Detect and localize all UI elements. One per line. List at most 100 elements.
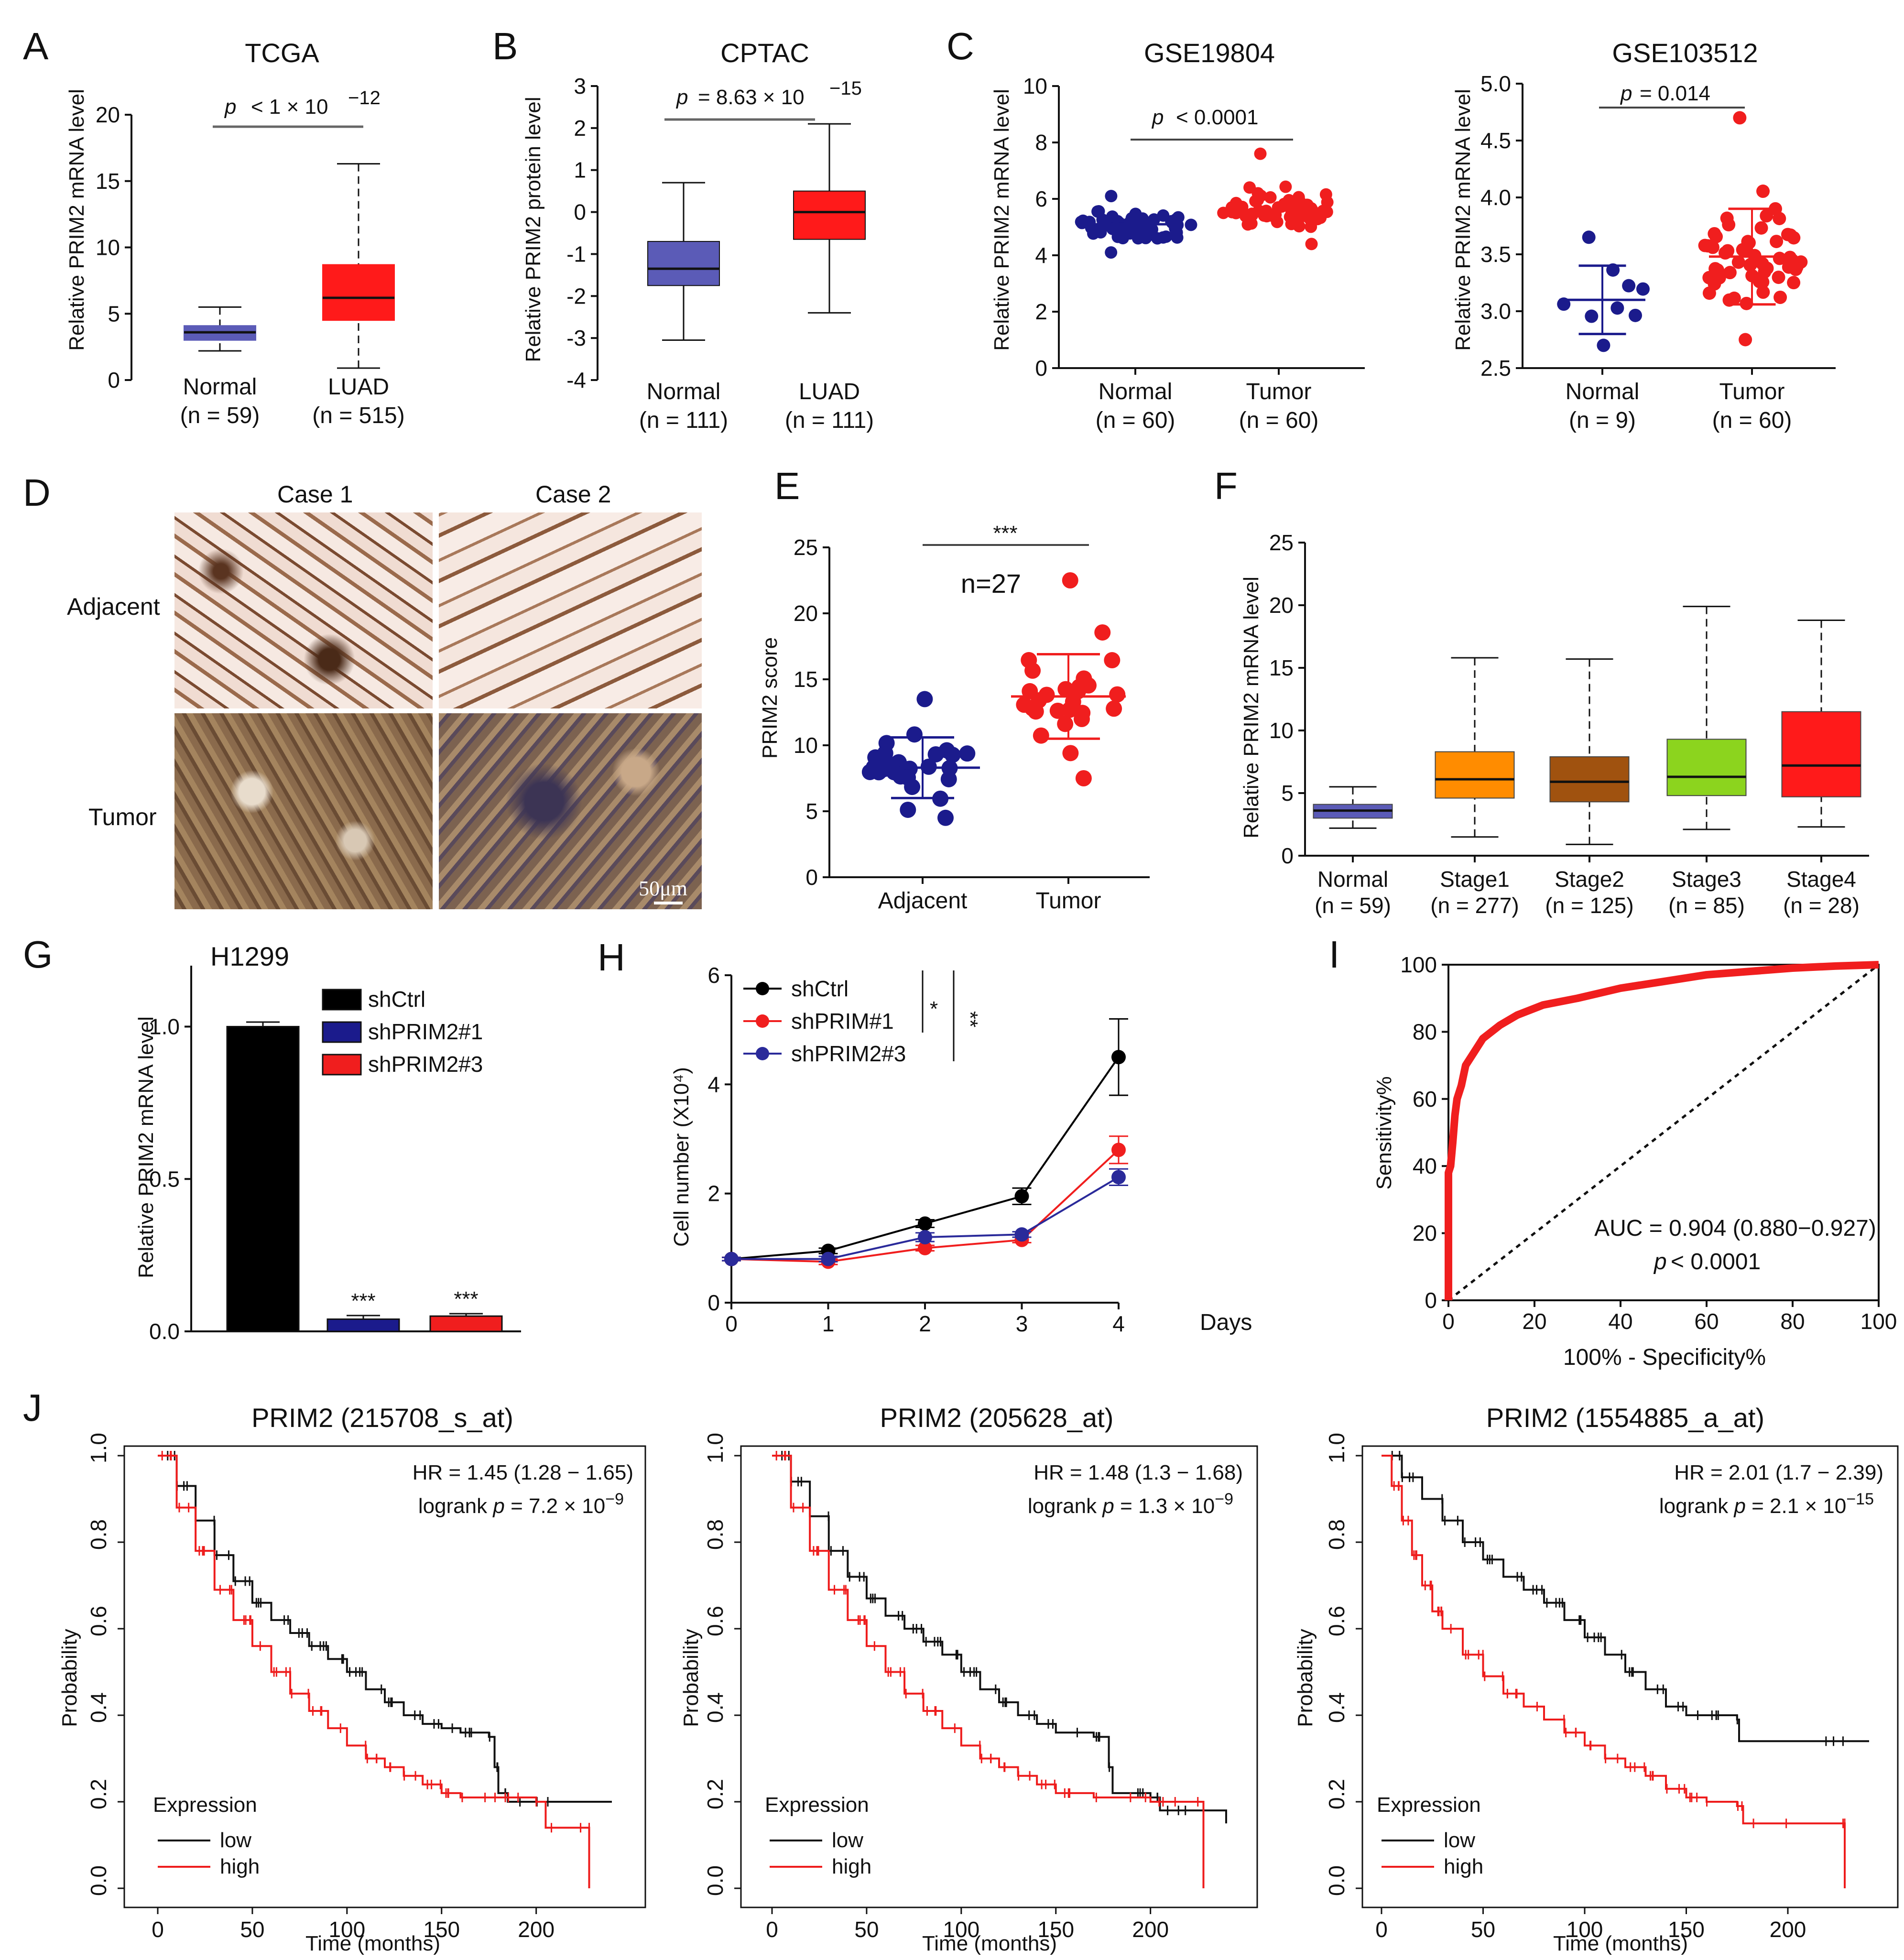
- data-point: [1062, 745, 1079, 762]
- data-point: [1305, 220, 1317, 233]
- y-tick-label: 25: [1269, 530, 1294, 555]
- y-tick-label: 0.4: [1324, 1692, 1349, 1723]
- y-tick-label: 0.6: [86, 1606, 111, 1636]
- x-tick-label: 150: [1668, 1917, 1705, 1942]
- ihc-tumor-case1: [174, 713, 433, 909]
- y-tick-label: 5: [1281, 781, 1294, 806]
- significance-stars: *: [930, 997, 938, 1021]
- plot-frame: [740, 1445, 1258, 1908]
- data-point: [1239, 210, 1252, 223]
- y-tick-label: 1.0: [86, 1433, 111, 1463]
- y-tick-label: 0.0: [86, 1865, 111, 1896]
- x-tick-label: 100: [1567, 1917, 1603, 1942]
- data-point: [1731, 255, 1745, 269]
- y-tick-label: 0.2: [703, 1779, 728, 1809]
- data-point: [1787, 231, 1801, 245]
- x-axis-label: Days: [1200, 1310, 1252, 1335]
- data-point: [1773, 251, 1786, 265]
- panel-label-i: I: [1329, 933, 1339, 976]
- y-tick-label: 60: [1413, 1087, 1437, 1111]
- x-tick-label: 100: [943, 1917, 979, 1942]
- x-tick-label: 4: [1112, 1311, 1125, 1336]
- data-point: [904, 779, 921, 795]
- data-point: [1285, 218, 1298, 230]
- y-axis-label: Relative PRIM2 mRNA level: [1451, 89, 1475, 351]
- y-tick-label: 2: [1035, 299, 1047, 324]
- data-point: [1305, 238, 1318, 250]
- data-point: [900, 801, 916, 818]
- data-point: [1111, 1170, 1126, 1185]
- data-point: [1157, 209, 1170, 222]
- x-tick-label: 1: [822, 1311, 835, 1336]
- y-tick-label: 80: [1413, 1019, 1437, 1044]
- y-tick-label: -2: [566, 283, 586, 308]
- y-axis-label: Probability: [1294, 1629, 1317, 1727]
- p-value-text: = 8.63 × 10: [698, 86, 805, 109]
- data-point: [1157, 231, 1170, 244]
- ihc-adjacent-case1: [174, 512, 433, 708]
- legend-label: low: [1444, 1829, 1475, 1852]
- km-curve-high: [158, 1455, 590, 1888]
- legend-label: shCtrl: [791, 976, 849, 1001]
- x-category-label: Normal: [1099, 379, 1173, 404]
- box-luad: [322, 264, 395, 321]
- auc-annotation: AUC = 0.904 (0.880−0.927): [1594, 1216, 1876, 1241]
- x-category-label: Tumor: [1036, 888, 1101, 914]
- y-tick-label: 10: [794, 733, 818, 758]
- y-tick-label: 0.8: [86, 1519, 111, 1550]
- data-point: [1610, 301, 1624, 315]
- scale-bar: [654, 902, 683, 904]
- y-tick-label: 5: [108, 301, 120, 326]
- data-point: [1105, 190, 1118, 203]
- data-point: [1146, 223, 1159, 236]
- y-tick-label: 15: [96, 169, 120, 194]
- legend-label: shPRIM2#1: [368, 1019, 483, 1044]
- x-category-label: Stage4: [1786, 867, 1856, 892]
- y-tick-label: 1.0: [703, 1433, 728, 1463]
- y-axis-label: Relative PRIM2 protein level: [522, 97, 545, 362]
- x-category-label: Adjacent: [878, 888, 968, 914]
- y-tick-label: 5.0: [1480, 71, 1511, 96]
- x-category-n: (n = 85): [1668, 893, 1745, 918]
- y-tick-label: 0.8: [1324, 1519, 1349, 1550]
- data-point: [927, 746, 944, 762]
- x-tick-label: 0: [725, 1311, 738, 1336]
- plot-frame: [123, 1445, 646, 1908]
- chart-cptac-box: B CPTAC Relative PRIM2 protein level p =…: [492, 25, 874, 433]
- data-point: [1709, 229, 1723, 243]
- p-label: p: [1653, 1249, 1667, 1274]
- legend-label: high: [220, 1855, 260, 1878]
- box-stage2: [1549, 756, 1630, 803]
- data-point: [1582, 230, 1596, 244]
- data-point: [1123, 227, 1136, 240]
- data-point: [1292, 191, 1305, 204]
- box-luad: [793, 190, 866, 240]
- y-axis-label: Probability: [58, 1629, 81, 1727]
- data-point: [1092, 205, 1105, 218]
- roc-curve: [1445, 961, 1879, 1300]
- logrank-annotation: logrank p = 2.1 × 10−15: [1659, 1490, 1874, 1518]
- panel-label-g: G: [23, 933, 53, 976]
- legend-label: shPRIM#1: [791, 1009, 894, 1034]
- x-tick-label: 0: [152, 1917, 164, 1942]
- data-point: [724, 1252, 739, 1266]
- n-annotation: n=27: [961, 568, 1021, 599]
- km-curve-high: [1382, 1455, 1846, 1888]
- data-point: [1785, 259, 1799, 272]
- x-category-label: Stage2: [1555, 867, 1624, 892]
- data-point: [1773, 290, 1787, 304]
- ihc-row-label: Adjacent: [67, 593, 160, 620]
- data-point: [1787, 276, 1801, 290]
- chart-title: H1299: [210, 941, 289, 971]
- data-point: [1061, 701, 1078, 718]
- data-point: [1136, 212, 1149, 225]
- data-point: [918, 1216, 932, 1231]
- data-point: [1033, 727, 1049, 744]
- plot-frame: [1361, 1445, 1899, 1908]
- y-tick-label: 20: [794, 601, 818, 626]
- data-point: [918, 1230, 932, 1244]
- chart-title: PRIM2 (215708_s_at): [251, 1403, 513, 1433]
- chart-gse103512-scatter: GSE103512 Relative PRIM2 mRNA level p = …: [1451, 38, 1836, 433]
- y-axis-label: Relative PRIM2 mRNA level: [990, 89, 1013, 351]
- y-tick-label: 6: [1035, 186, 1047, 211]
